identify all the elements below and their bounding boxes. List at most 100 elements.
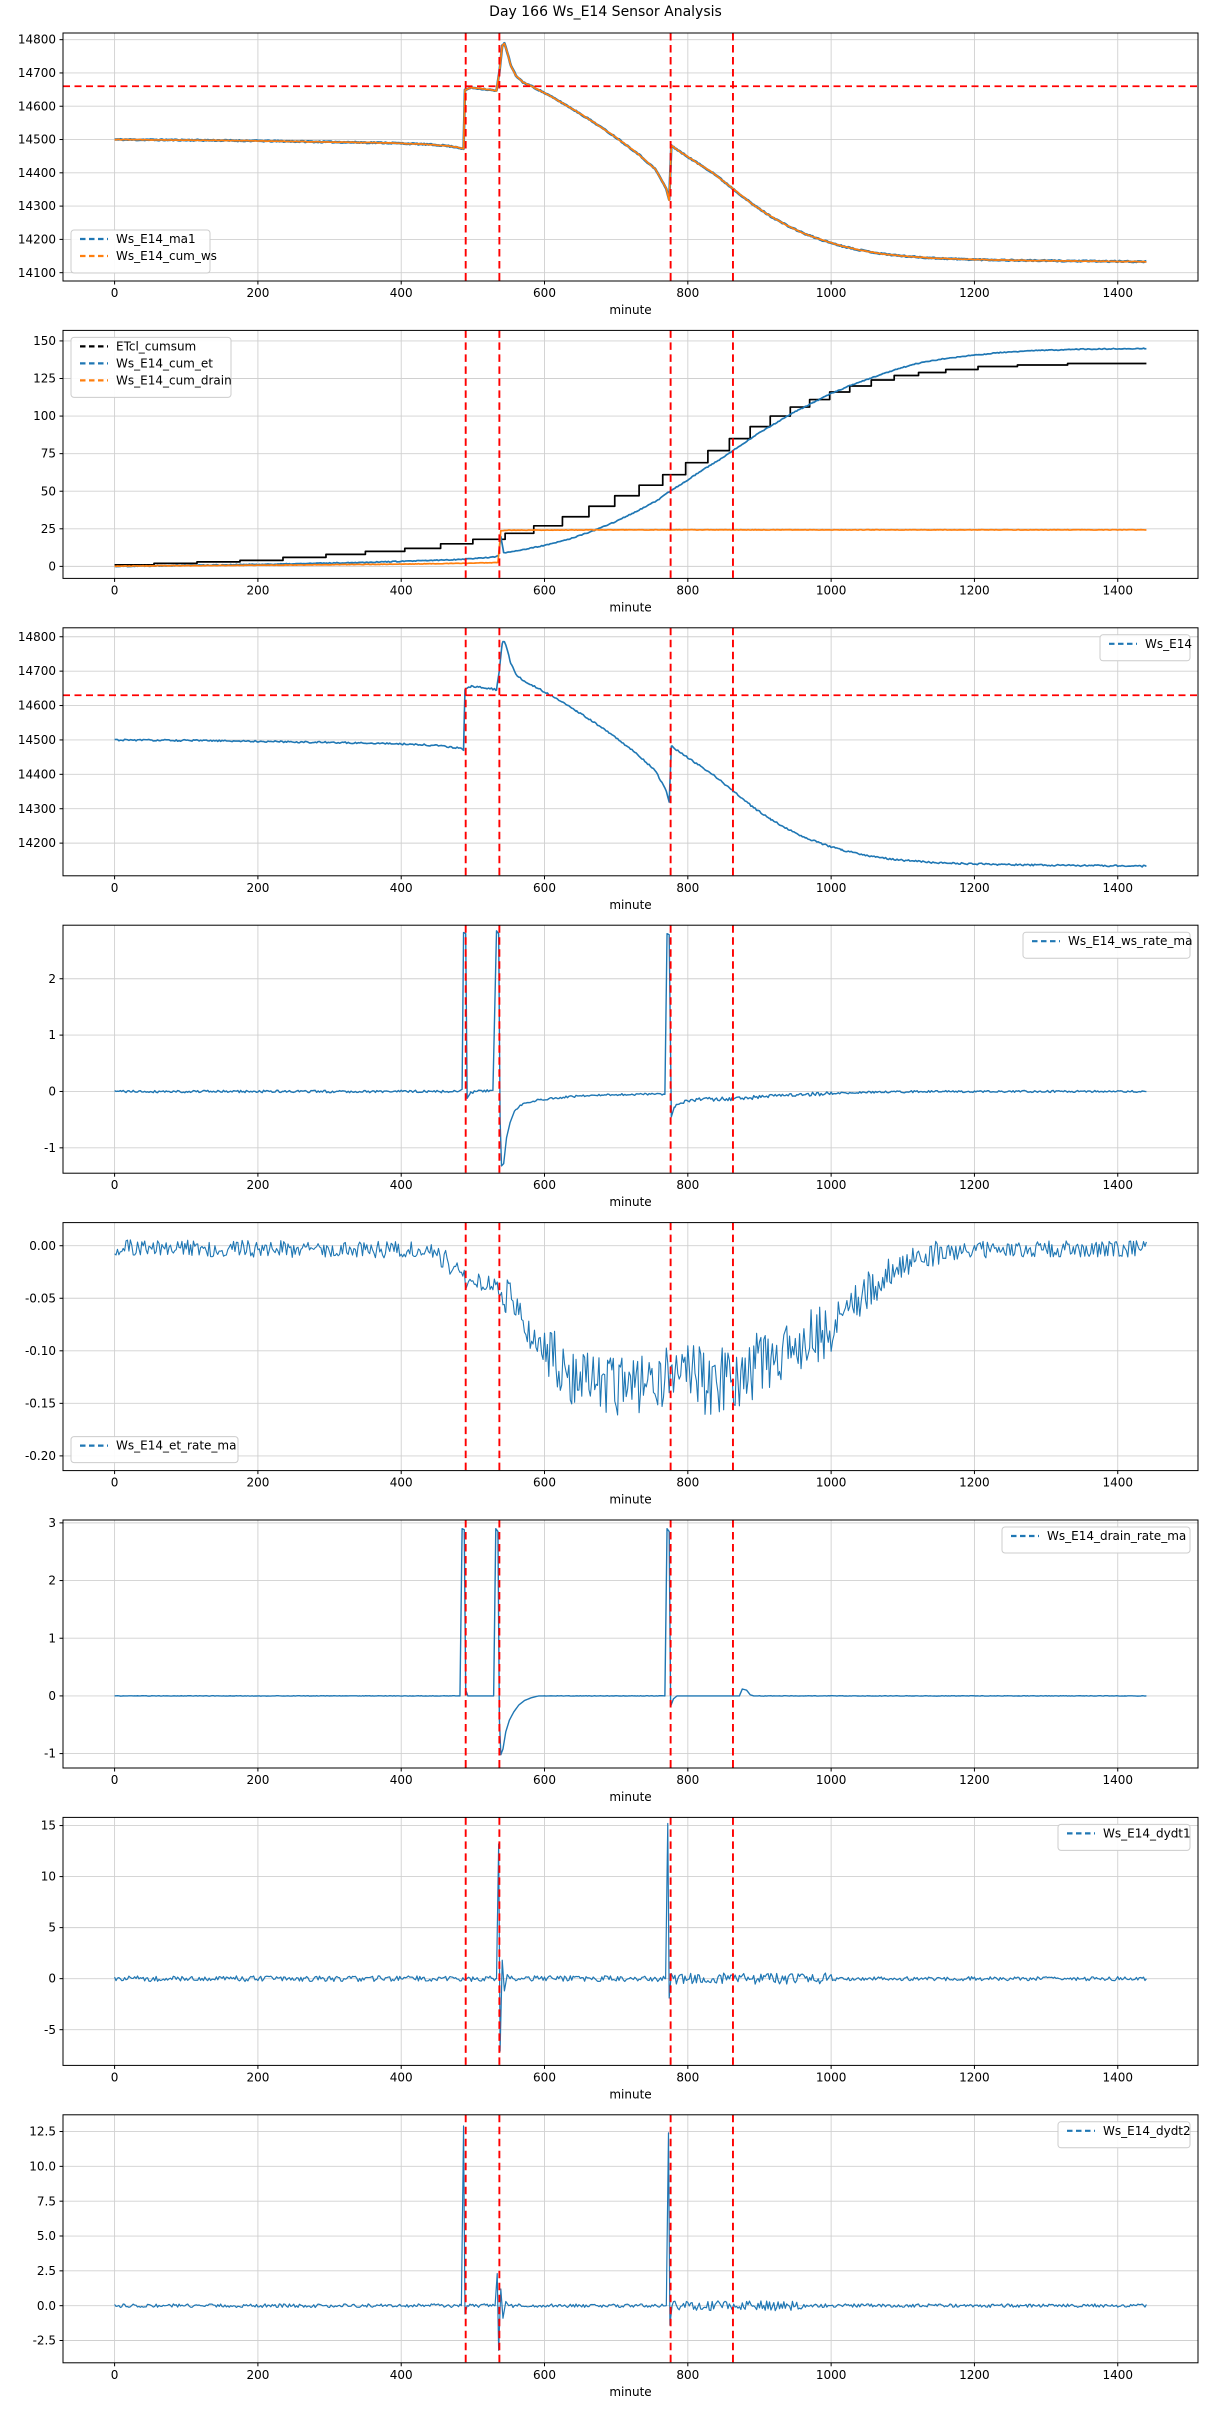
x-tick-label: 1000 [816,2070,847,2084]
y-tick-label: 75 [41,447,56,461]
y-tick-label: 5.0 [37,2229,56,2243]
x-tick-label: 1200 [959,2070,990,2084]
legend-box [70,1436,239,1464]
x-tick-label: 1000 [816,1476,847,1490]
series-group [114,1822,1147,2052]
x-tick-label: 0 [111,1476,119,1490]
x-tick-label: 1200 [959,881,990,895]
x-tick-label: 0 [111,2070,119,2084]
y-tick-label: 25 [41,522,56,536]
y-tick-label: -1 [44,1141,56,1155]
x-tick-label: 1400 [1102,1773,1133,1787]
y-tick-label: 0 [48,1689,56,1703]
y-tick-label: -0.10 [25,1344,56,1358]
y-tick-label: 12.5 [29,2125,56,2139]
x-tick-label: 1400 [1102,1178,1133,1192]
y-tick-label: 7.5 [37,2194,56,2208]
axes-frame [62,627,1199,877]
y-tick-label: 14500 [18,133,56,147]
series-Ws_E14_dydt2 [114,2125,1147,2351]
series-Ws_E14_dydt1 [114,1822,1147,2052]
y-tick-label: 14700 [18,66,56,80]
series-Ws_E14_cum_ws [114,42,1147,263]
x-tick-label: 800 [676,2368,699,2382]
legend-box [1099,634,1191,662]
legend-box [1001,1526,1191,1554]
x-tick-label: 1200 [959,1476,990,1490]
series-group [114,41,1147,264]
x-tick-label: 1400 [1102,881,1133,895]
axes-frame [62,32,1199,282]
axes-frame [62,329,1199,579]
x-tick-label: 800 [676,583,699,597]
legend-label: Ws_E14_dydt2 [1103,2124,1191,2138]
y-tick-label: 0 [48,1972,56,1986]
series-group [114,2125,1147,2351]
x-tick-label: 200 [246,1773,269,1787]
subplot-8: 0 200 400 600 800 1000 1200 1400 -2.5 0.0 2.5 5.0 7.… [29,2114,1199,2399]
x-tick-label: 600 [533,2070,556,2084]
x-tick-label: 0 [111,1178,119,1192]
series-Ws_E14 [114,640,1147,868]
y-tick-label: 2.5 [37,2264,56,2278]
y-tick-label: 14200 [18,836,56,850]
y-tick-label: 14200 [18,232,56,246]
x-tick-label: 1200 [959,286,990,300]
y-tick-label: 125 [33,372,56,386]
legend: Ws_E14 [1099,634,1192,662]
grid [63,330,1198,579]
y-tick-label: 5 [48,1921,56,1935]
x-tick-label: 1000 [816,2368,847,2382]
legend: Ws_E14_et_rate_ma [70,1436,239,1464]
y-tick-label: 0.00 [29,1239,56,1253]
y-tick-label: -0.15 [25,1396,56,1410]
x-tick-label: 400 [390,286,413,300]
x-tick-label: 600 [533,1773,556,1787]
x-tick-label: 800 [676,1773,699,1787]
series-group [114,1527,1147,1756]
x-tick-label: 200 [246,2070,269,2084]
legend-box [1057,1823,1191,1851]
y-tick-label: 14600 [18,99,56,113]
x-tick-label: 1200 [959,1773,990,1787]
legend-label: Ws_E14_dydt1 [1103,1826,1191,1840]
y-tick-label: 14600 [18,699,56,713]
grid [63,627,1198,876]
x-axis-label: minute [609,2385,651,2399]
x-tick-label: 1400 [1102,583,1133,597]
legend-box [70,336,232,398]
legend: Ws_E14_ws_rate_ma [1022,931,1192,959]
grid [63,1222,1198,1471]
legend: Ws_E14_drain_rate_ma [1001,1526,1191,1554]
grid [63,33,1198,281]
y-tick-label: -0.05 [25,1291,56,1305]
legend-label: Ws_E14 [1145,637,1192,651]
x-tick-label: 200 [246,881,269,895]
series-Ws_E14_et_rate_ma [114,1239,1147,1416]
y-tick-label: 3 [48,1516,56,1530]
x-tick-label: 400 [390,1178,413,1192]
series-Ws_E14_ws_rate_ma [114,930,1147,1167]
y-tick-label: 50 [41,484,56,498]
x-axis-label: minute [609,303,651,317]
legend-label: Ws_E14_cum_et [116,356,213,370]
x-tick-label: 800 [676,881,699,895]
x-tick-label: 1400 [1102,286,1133,300]
x-tick-label: 600 [533,286,556,300]
x-tick-label: 800 [676,286,699,300]
legend-label: Ws_E14_drain_rate_ma [1047,1529,1186,1543]
legend-box [1022,931,1191,959]
y-tick-label: 2 [48,1574,56,1588]
y-tick-label: 14100 [18,266,56,280]
y-tick-label: 14800 [18,33,56,47]
x-tick-label: 200 [246,1178,269,1192]
x-tick-label: 1000 [816,1178,847,1192]
y-tick-label: 10 [41,1870,56,1884]
grid [63,2114,1198,2363]
x-tick-label: 1200 [959,1178,990,1192]
series-group [114,930,1147,1167]
legend: Ws_E14_ma1 Ws_E14_cum_ws [70,229,217,274]
x-tick-label: 1200 [959,583,990,597]
y-tick-label: 150 [33,334,56,348]
x-tick-label: 200 [246,2368,269,2382]
